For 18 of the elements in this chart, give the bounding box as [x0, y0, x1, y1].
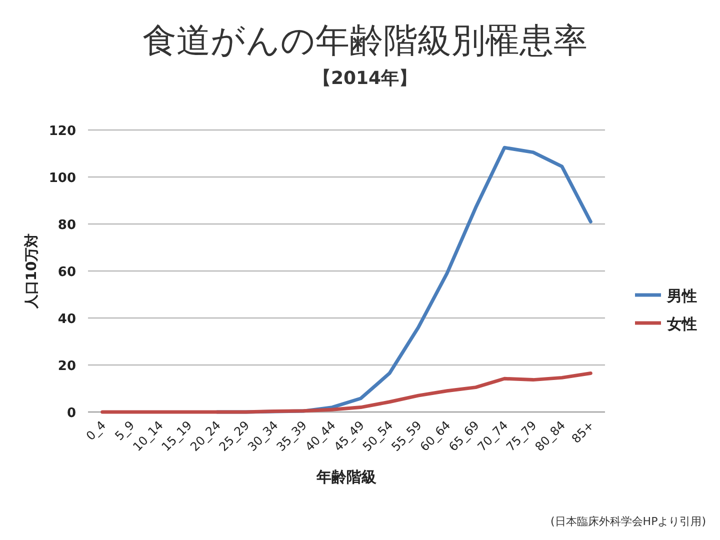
- y-tick-label: 120: [48, 124, 76, 139]
- chart-title: 食道がんの年齢階級別罹患率: [142, 21, 588, 61]
- y-tick-label: 0: [66, 406, 76, 421]
- x-tick-label: 5_9: [112, 418, 138, 444]
- legend-label: 女性: [666, 315, 697, 333]
- y-tick-label: 60: [58, 265, 76, 280]
- text: (日本臨床外科学会HPより引用): [550, 515, 706, 528]
- x-axis-title: 年齢階級: [316, 468, 378, 486]
- legend-label: 男性: [666, 287, 697, 305]
- x-tick-label: 0_4: [84, 418, 108, 444]
- y-tick-label: 80: [58, 218, 76, 233]
- y-axis-title: 人口10万対: [23, 233, 40, 310]
- y-tick-label: 40: [58, 312, 76, 327]
- y-tick-label: 100: [48, 171, 76, 186]
- y-tick-label: 20: [58, 359, 76, 374]
- x-tick-label: 85+: [568, 418, 597, 446]
- chart-subtitle: 【2014年】: [312, 68, 418, 89]
- line-series: [100, 371, 592, 414]
